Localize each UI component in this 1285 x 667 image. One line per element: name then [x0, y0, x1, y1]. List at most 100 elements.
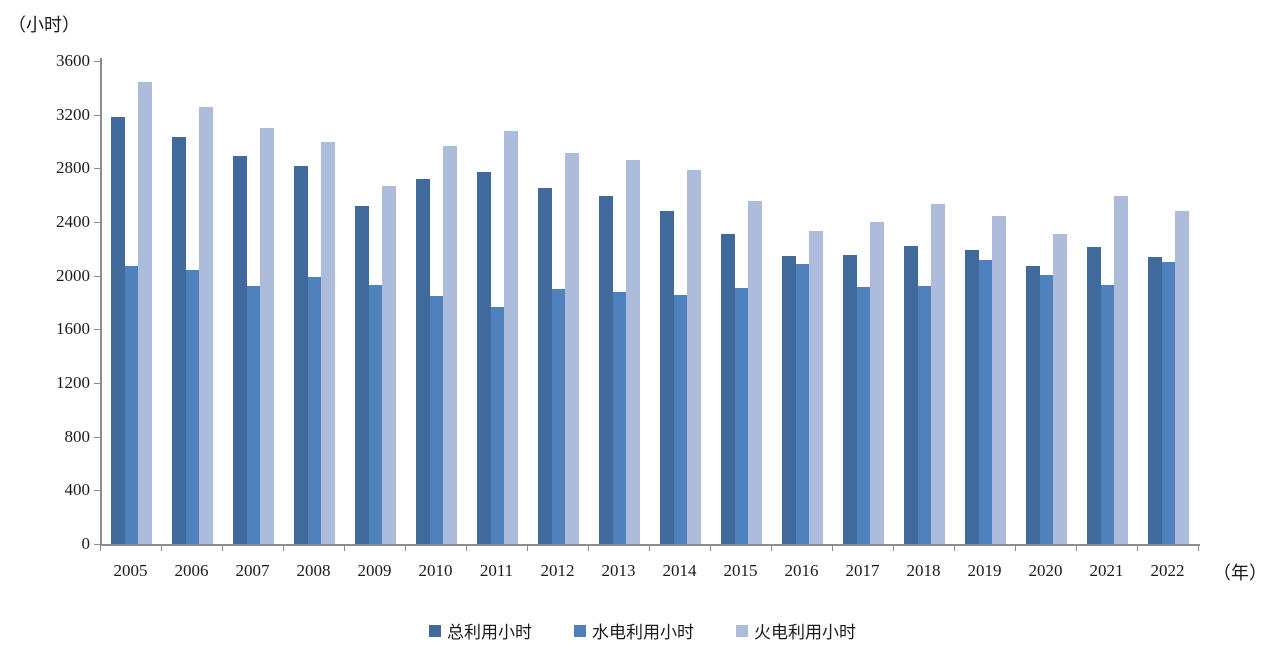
bar — [246, 286, 261, 544]
y-tick-label: 2800 — [56, 158, 90, 178]
x-tick — [161, 546, 162, 551]
x-tick — [710, 546, 711, 551]
bar — [673, 295, 688, 544]
bar — [978, 259, 993, 544]
bar — [232, 155, 247, 544]
legend: 总利用小时 水电利用小时 火电利用小时 — [0, 618, 1285, 643]
y-tick — [94, 383, 100, 384]
bar — [856, 287, 871, 544]
x-category-label: 2018 — [906, 561, 941, 580]
bar — [612, 291, 627, 544]
bar — [1053, 234, 1068, 544]
x-tick — [222, 546, 223, 551]
bar — [490, 306, 505, 544]
bar — [1100, 285, 1115, 544]
x-tick — [1198, 546, 1199, 551]
x-tick — [588, 546, 589, 551]
bar — [659, 211, 674, 544]
x-category-label: 2022 — [1150, 561, 1185, 580]
legend-label: 水电利用小时 — [592, 623, 694, 642]
y-tick — [94, 490, 100, 492]
bar — [354, 205, 369, 544]
bar — [598, 195, 613, 544]
bar — [1039, 274, 1054, 544]
bar — [415, 179, 430, 544]
bar — [687, 169, 702, 544]
x-tick — [1015, 546, 1016, 551]
x-category-label: 2005 — [113, 561, 148, 580]
y-tick — [94, 544, 100, 545]
x-category-label: 2010 — [418, 561, 453, 580]
legend-swatch-total-icon — [429, 624, 441, 637]
x-tick — [649, 546, 650, 551]
bar — [368, 285, 383, 544]
legend-item: 总利用小时 — [429, 618, 532, 643]
y-axis-line — [100, 58, 102, 545]
x-category-label: 2016 — [784, 561, 819, 580]
bar — [992, 215, 1007, 544]
bar — [1147, 256, 1162, 544]
x-tick — [771, 546, 772, 551]
y-tick-label: 3600 — [56, 51, 90, 70]
x-tick — [1137, 546, 1138, 551]
x-tick — [893, 546, 894, 551]
bar — [809, 230, 824, 544]
bar — [903, 246, 918, 544]
y-tick-label: 0 — [81, 534, 91, 553]
bar — [138, 81, 153, 544]
x-category-label: 2006 — [174, 561, 209, 580]
x-tick — [466, 546, 467, 551]
x-category-label: 2014 — [662, 561, 697, 580]
bar — [1086, 246, 1101, 544]
x-category-label: 2013 — [601, 561, 636, 580]
y-tick-label: 2400 — [56, 212, 90, 231]
x-category-label: 2008 — [296, 561, 331, 580]
y-tick — [94, 61, 100, 62]
bar — [931, 203, 946, 544]
bar — [199, 107, 214, 544]
bar — [110, 117, 125, 544]
bar — [537, 188, 552, 544]
x-tick — [405, 546, 406, 551]
bar — [748, 201, 763, 544]
bar — [720, 234, 735, 544]
x-axis-unit-label: （年） — [1213, 563, 1267, 583]
bar — [626, 160, 641, 544]
legend-swatch-hydro-icon — [574, 624, 586, 637]
bar — [260, 128, 275, 544]
bar — [917, 285, 932, 544]
y-tick — [94, 168, 100, 170]
y-tick-label: 3200 — [56, 104, 90, 124]
y-tick-label: 400 — [64, 480, 91, 500]
bar — [429, 295, 444, 544]
legend-item: 水电利用小时 — [574, 618, 694, 643]
y-tick-label: 1600 — [56, 319, 90, 339]
y-tick — [94, 222, 100, 223]
bar — [734, 287, 749, 544]
bar — [476, 171, 491, 544]
x-category-label: 2021 — [1089, 561, 1124, 580]
x-category-label: 2009 — [357, 561, 392, 580]
bar — [321, 142, 336, 544]
legend-label: 总利用小时 — [447, 623, 532, 642]
y-tick-label: 2000 — [56, 265, 90, 285]
bar — [1175, 210, 1190, 544]
y-tick — [94, 275, 100, 277]
bar — [171, 137, 186, 544]
bar — [781, 255, 796, 544]
bar — [1161, 262, 1176, 544]
y-tick — [94, 329, 100, 331]
bar — [443, 145, 458, 544]
legend-item: 火电利用小时 — [736, 618, 856, 643]
x-category-label: 2012 — [540, 561, 575, 580]
bar — [870, 222, 885, 544]
x-tick — [954, 546, 955, 551]
bar — [795, 264, 810, 544]
legend-swatch-thermal-icon — [736, 624, 748, 637]
x-category-label: 2015 — [723, 561, 758, 580]
bar — [1025, 265, 1040, 544]
x-tick — [832, 546, 833, 551]
bar — [185, 270, 200, 544]
x-axis-line — [100, 544, 1200, 546]
